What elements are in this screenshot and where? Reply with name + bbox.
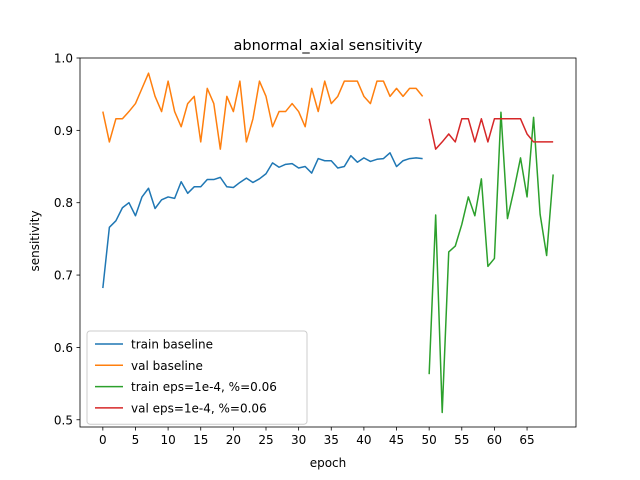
x-tick-label: 15	[193, 433, 208, 447]
y-tick-label: 0.7	[54, 269, 73, 283]
legend-label: val baseline	[131, 359, 203, 373]
plot-area	[79, 57, 577, 428]
series-line-1	[102, 152, 423, 289]
x-tick-label: 0	[99, 433, 107, 447]
series-line-3	[428, 111, 554, 414]
legend-label: val eps=1e-4, %=0.06	[131, 401, 267, 415]
y-axis-ticks: 0.5 0.6 0.7 0.8 0.9 1.0	[54, 52, 80, 427]
legend: train baseline val baseline train eps=1e-4…	[86, 330, 308, 425]
x-tick-label: 35	[324, 433, 339, 447]
x-tick-label: 5	[132, 433, 140, 447]
x-tick-label: 55	[454, 433, 469, 447]
legend-label: train eps=1e-4, %=0.06	[131, 380, 277, 394]
series-line-4	[428, 118, 554, 150]
x-tick-label: 10	[160, 433, 175, 447]
axes-frame	[79, 57, 577, 428]
legend-box	[86, 330, 308, 425]
chart-title: abnormal_axial sensitivity	[233, 38, 422, 54]
y-tick-label: 0.5	[54, 413, 73, 427]
x-tick-label: 50	[422, 433, 437, 447]
x-axis-label: epoch	[310, 456, 347, 470]
x-tick-label: 20	[226, 433, 241, 447]
x-axis-ticks: 0 5 10 15 20 25 30 35 40 45 50 55 60 65	[99, 427, 535, 447]
y-tick-label: 0.6	[54, 341, 73, 355]
x-tick-label: 40	[356, 433, 371, 447]
x-tick-label: 25	[258, 433, 273, 447]
legend-label: train baseline	[131, 338, 213, 352]
series-line-2	[102, 72, 424, 150]
series-layer	[102, 72, 554, 414]
y-tick-label: 0.8	[54, 196, 73, 210]
y-tick-label: 0.9	[54, 124, 73, 138]
x-tick-label: 60	[487, 433, 502, 447]
x-tick-label: 65	[519, 433, 534, 447]
y-tick-label: 1.0	[54, 52, 73, 66]
x-tick-label: 30	[291, 433, 306, 447]
y-axis-label: sensitivity	[28, 210, 42, 271]
x-tick-label: 45	[389, 433, 404, 447]
